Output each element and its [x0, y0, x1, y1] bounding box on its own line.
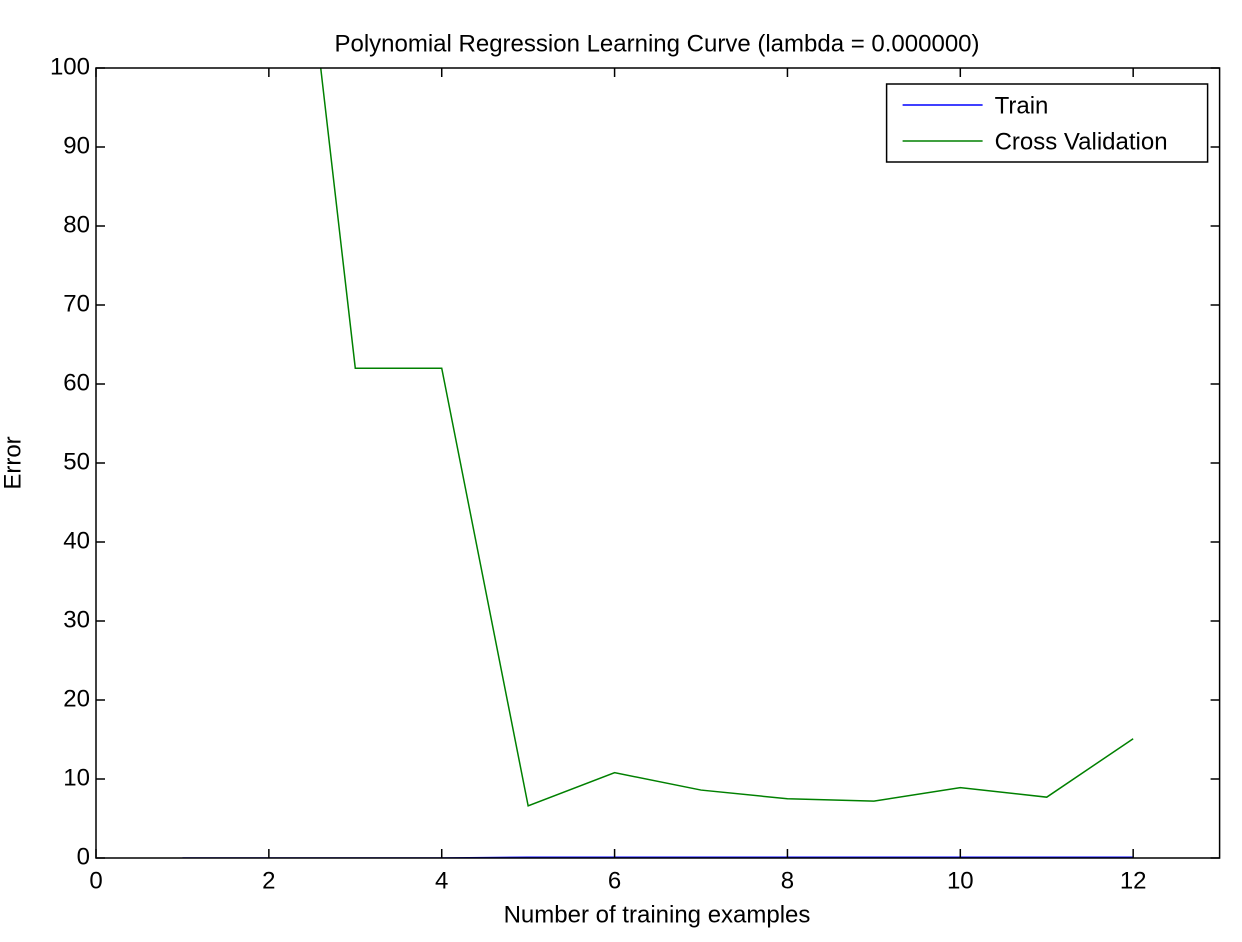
x-axis-label: Number of training examples [504, 901, 811, 928]
x-tick-label: 0 [89, 867, 102, 894]
y-tick-label: 60 [63, 369, 90, 396]
y-axis-label: Error [0, 436, 26, 489]
y-tick-label: 80 [63, 211, 90, 238]
y-tick-label: 30 [63, 606, 90, 633]
plot-area [182, 68, 1134, 858]
y-tick-label: 20 [63, 685, 90, 712]
y-tick-label: 70 [63, 290, 90, 317]
legend-label: Cross Validation [995, 128, 1168, 155]
series-line [182, 856, 1134, 858]
y-tick-label: 100 [50, 53, 90, 80]
series-line [319, 68, 1134, 807]
legend-box [885, 83, 1209, 163]
x-tick-label: 4 [435, 867, 448, 894]
y-tick-label: 0 [77, 843, 90, 870]
x-tick-label: 8 [781, 867, 794, 894]
legend: Train Cross Validation [885, 83, 1209, 163]
x-tick-label: 12 [1120, 867, 1147, 894]
x-tick-label: 6 [608, 867, 621, 894]
y-tick-label: 90 [63, 132, 90, 159]
y-tick-label: 40 [63, 527, 90, 554]
y-tick-label: 50 [63, 448, 90, 475]
chart-title: Polynomial Regression Learning Curve (la… [334, 30, 979, 57]
x-tick-label: 10 [947, 867, 974, 894]
x-tick-label: 2 [262, 867, 275, 894]
legend-label: Train [995, 92, 1049, 119]
y-tick-label: 10 [63, 764, 90, 791]
